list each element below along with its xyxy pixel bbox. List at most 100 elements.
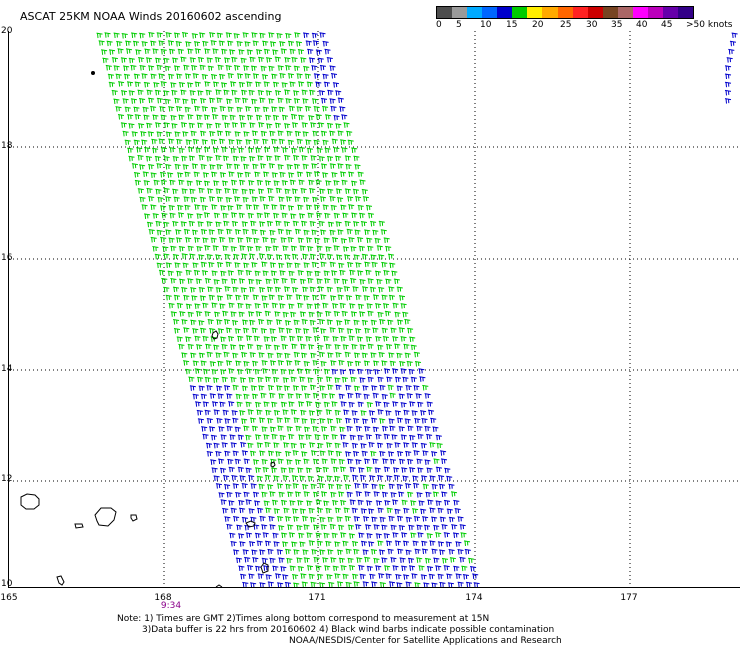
legend-swatch bbox=[617, 7, 633, 18]
wind-barb bbox=[388, 352, 395, 358]
wind-barb bbox=[237, 302, 244, 309]
wind-barb bbox=[190, 287, 197, 293]
wind-barb bbox=[366, 466, 373, 473]
wind-barb bbox=[339, 426, 346, 433]
lat-label-10: 10 bbox=[1, 579, 13, 589]
wind-barb bbox=[216, 385, 223, 392]
wind-barb bbox=[158, 269, 166, 276]
wind-barb bbox=[409, 467, 416, 473]
wind-barb bbox=[303, 229, 310, 236]
wind-barb bbox=[452, 532, 460, 538]
wind-barb bbox=[331, 270, 338, 276]
wind-barb bbox=[286, 294, 293, 300]
wind-barb bbox=[284, 581, 291, 587]
wind-barb bbox=[152, 246, 159, 252]
wind-barb bbox=[388, 294, 395, 301]
wind-barb bbox=[371, 385, 378, 391]
wind-barb bbox=[426, 533, 433, 539]
wind-barb bbox=[372, 458, 379, 465]
wind-barb bbox=[392, 401, 399, 407]
wind-barb bbox=[192, 73, 199, 79]
wind-barb bbox=[311, 549, 318, 555]
wind-barb bbox=[211, 106, 218, 113]
wind-barb bbox=[206, 351, 213, 358]
wind-barb bbox=[265, 376, 272, 383]
wind-barb bbox=[416, 425, 423, 432]
wind-barb bbox=[239, 507, 246, 514]
wind-barb bbox=[259, 32, 266, 39]
wind-barb bbox=[225, 65, 232, 71]
wind-barb bbox=[319, 418, 326, 424]
wind-barb bbox=[128, 57, 135, 64]
wind-barb bbox=[211, 467, 218, 473]
wind-barb bbox=[153, 82, 160, 88]
wind-barb bbox=[406, 360, 413, 367]
wind-barb bbox=[195, 278, 202, 284]
wind-barb bbox=[102, 57, 109, 64]
wind-barb bbox=[389, 458, 396, 465]
wind-barb bbox=[246, 114, 254, 121]
wind-barb bbox=[250, 385, 257, 391]
wind-barb bbox=[290, 442, 297, 449]
wind-barb bbox=[347, 139, 354, 146]
wind-barb bbox=[381, 294, 388, 301]
wind-barb bbox=[225, 327, 232, 334]
wind-barb bbox=[279, 270, 286, 276]
wind-barb bbox=[136, 147, 143, 153]
wind-barb bbox=[377, 475, 384, 481]
wind-barb bbox=[201, 426, 208, 432]
wind-barb bbox=[116, 40, 123, 47]
wind-barb bbox=[396, 352, 403, 359]
wind-barb bbox=[169, 212, 176, 219]
wind-barb bbox=[329, 261, 336, 268]
wind-barb bbox=[309, 221, 316, 227]
wind-barb bbox=[317, 573, 324, 580]
wind-barb bbox=[163, 122, 170, 128]
wind-barb bbox=[293, 417, 300, 423]
wind-barb bbox=[390, 327, 397, 334]
wind-barb bbox=[205, 343, 212, 350]
wind-barb bbox=[202, 335, 209, 342]
wind-barb bbox=[259, 582, 266, 587]
wind-barb bbox=[241, 418, 248, 424]
wind-barb bbox=[293, 351, 300, 358]
wind-barb bbox=[351, 410, 358, 416]
wind-barb bbox=[371, 483, 378, 490]
wind-barb bbox=[299, 376, 306, 383]
wind-barb bbox=[253, 237, 260, 244]
wind-barb bbox=[321, 393, 328, 399]
wind-barb bbox=[316, 540, 323, 547]
wind-barb bbox=[439, 516, 446, 523]
wind-barb bbox=[326, 475, 333, 481]
wind-barb bbox=[220, 369, 227, 375]
wind-barb bbox=[308, 410, 315, 416]
wind-barb bbox=[138, 123, 145, 129]
wind-barb bbox=[320, 491, 328, 497]
wind-barb bbox=[142, 106, 149, 113]
wind-barb bbox=[353, 254, 360, 260]
wind-barb bbox=[335, 155, 342, 162]
legend-swatch bbox=[542, 7, 558, 18]
wind-barb bbox=[425, 491, 432, 498]
wind-barb bbox=[401, 532, 408, 538]
wind-barb bbox=[228, 139, 235, 145]
wind-barb bbox=[351, 442, 358, 449]
wind-barb bbox=[345, 295, 352, 301]
wind-barb bbox=[130, 64, 137, 71]
wind-barb bbox=[277, 360, 284, 366]
wind-barb bbox=[117, 114, 125, 120]
wind-barb bbox=[198, 385, 205, 392]
wind-barb bbox=[132, 40, 140, 47]
wind-barb bbox=[176, 73, 183, 80]
wind-barb bbox=[291, 475, 298, 481]
wind-barb bbox=[327, 384, 334, 391]
wind-barb bbox=[169, 179, 176, 186]
wind-barb bbox=[230, 147, 237, 154]
wind-barb bbox=[208, 229, 215, 235]
wind-barb bbox=[320, 294, 327, 300]
wind-barb bbox=[216, 32, 223, 39]
wind-barb bbox=[449, 557, 456, 563]
wind-barb bbox=[341, 147, 348, 153]
wind-barb bbox=[394, 442, 401, 448]
wind-barb bbox=[165, 262, 172, 268]
